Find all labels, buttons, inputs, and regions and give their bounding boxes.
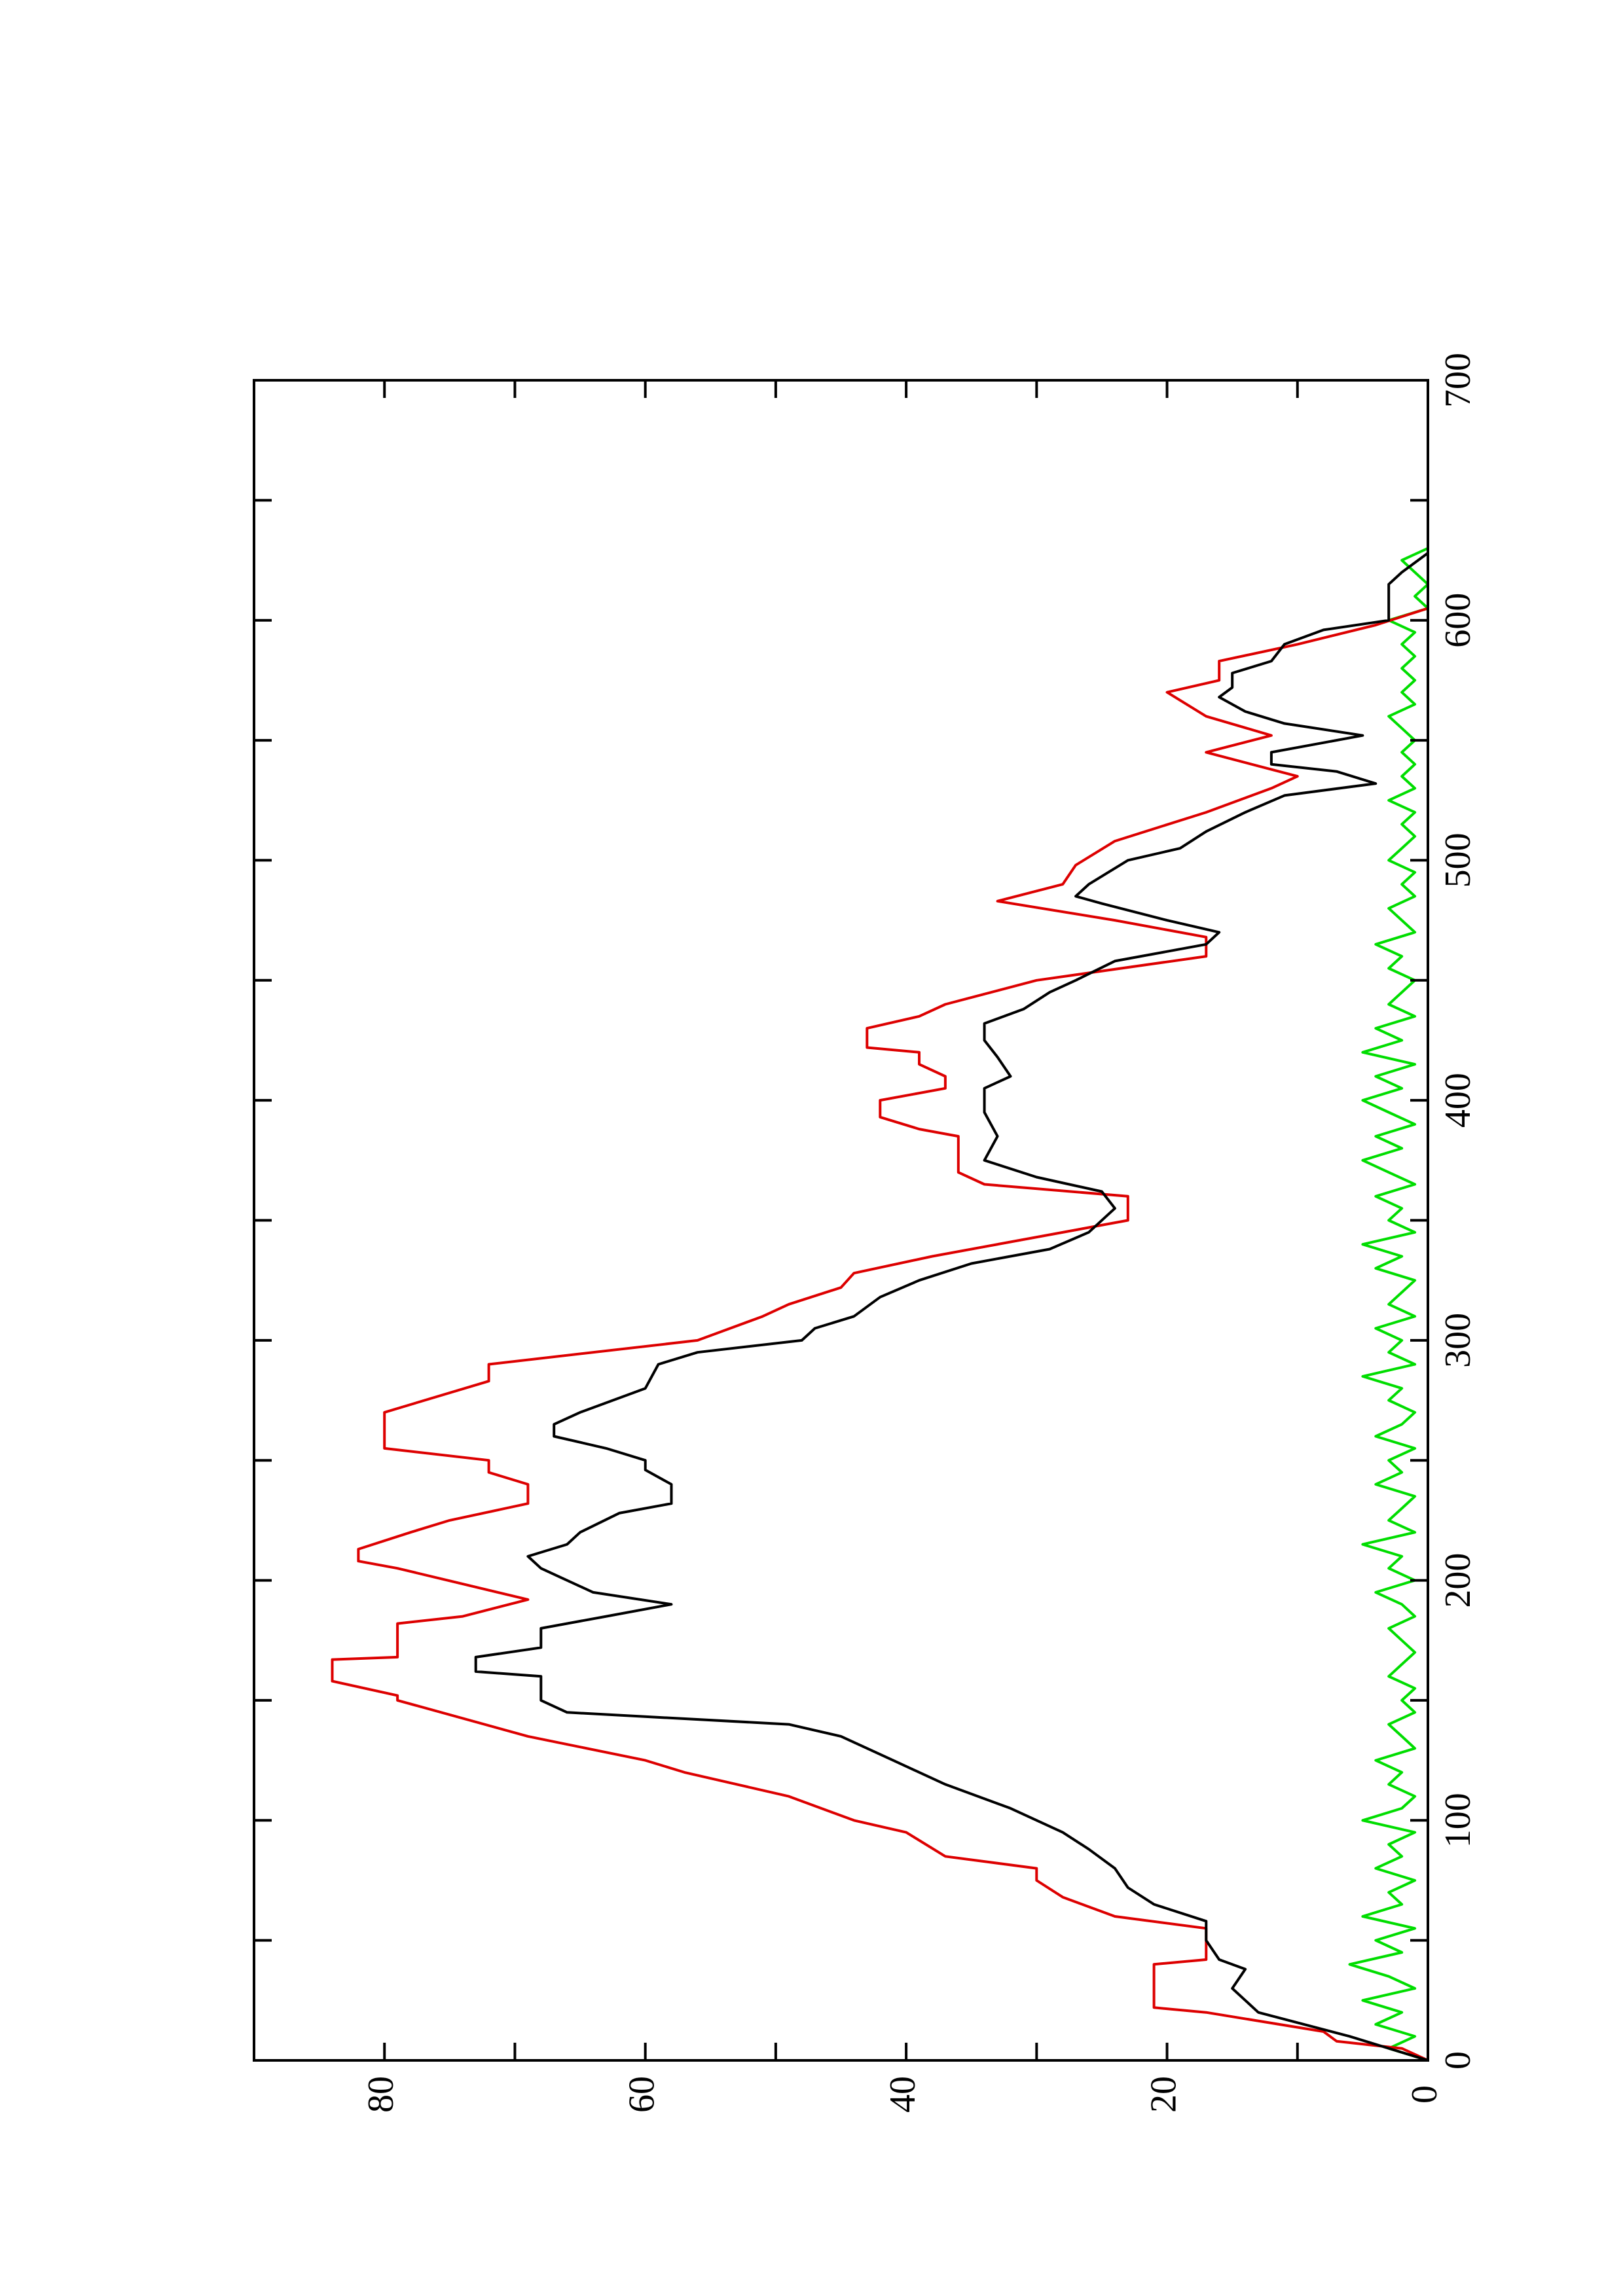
x-tick-label: 400 — [1438, 1073, 1478, 1128]
x-tick-label: 500 — [1438, 833, 1478, 888]
x-tick-label: 100 — [1438, 1793, 1478, 1848]
x-tick-label: 200 — [1438, 1553, 1478, 1608]
x-tick-label: 0 — [1438, 2051, 1478, 2070]
x-tick-label: 600 — [1438, 593, 1478, 648]
y-tick-label: 80 — [361, 2076, 401, 2113]
y-tick-label: 40 — [883, 2076, 923, 2113]
y-tick-label: 20 — [1143, 2076, 1184, 2113]
x-tick-label: 700 — [1438, 353, 1478, 408]
series-line — [331, 607, 1429, 2062]
y-tick-label: 60 — [622, 2076, 663, 2113]
series-line — [474, 552, 1429, 2062]
y-tick-label: 0 — [1404, 2085, 1445, 2104]
x-tick-label: 300 — [1438, 1313, 1478, 1368]
series-line — [1348, 547, 1429, 2062]
